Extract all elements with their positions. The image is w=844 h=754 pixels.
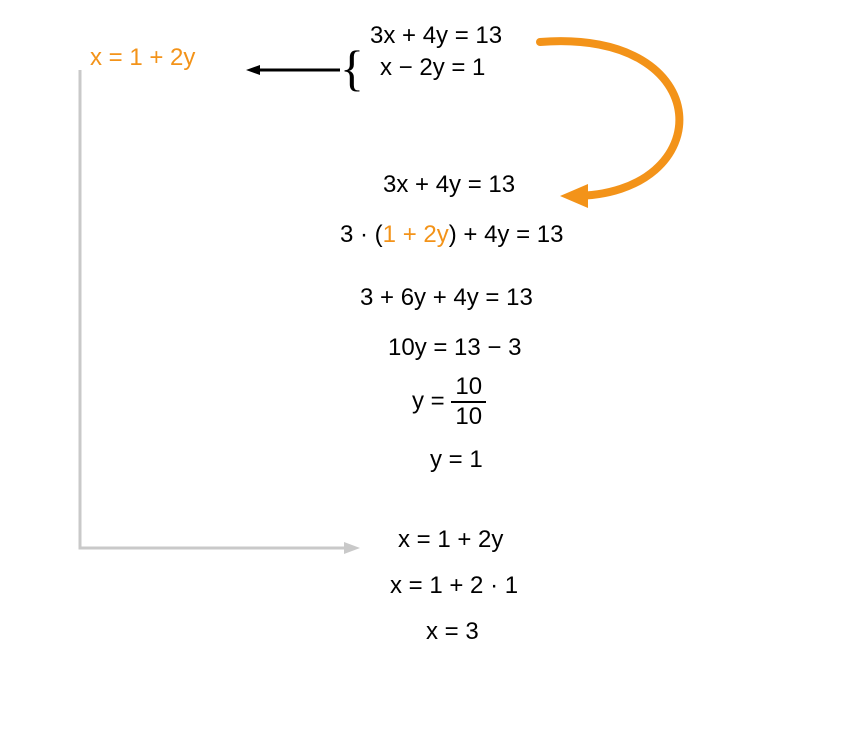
gray-flow-arrow	[80, 70, 360, 554]
step-2-pre: 3 · (	[340, 221, 383, 248]
step-4: 10y = 13 − 3	[388, 334, 521, 362]
system-eq-1: 3x + 4y = 13	[370, 22, 502, 50]
step-6: y = 1	[430, 446, 483, 474]
black-back-arrow	[246, 65, 340, 75]
fraction: 1010	[451, 375, 486, 429]
back-sub-2: x = 1 + 2 · 1	[390, 572, 518, 600]
isolated-x: x = 1 + 2y	[90, 44, 195, 72]
step-5-lhs: y =	[412, 387, 451, 414]
back-sub-3: x = 3	[426, 618, 479, 646]
orange-arc-arrow	[540, 41, 679, 208]
isolated-x-prefix: x =	[90, 44, 129, 71]
step-5: y = 1010	[412, 375, 486, 429]
step-2-post: ) + 4y = 13	[449, 221, 564, 248]
isolated-x-highlight: 1 + 2y	[129, 44, 195, 71]
step-3: 3 + 6y + 4y = 13	[360, 284, 533, 312]
fraction-numerator: 10	[451, 375, 486, 403]
step-1: 3x + 4y = 13	[383, 171, 515, 199]
step-2-substitution: 1 + 2y	[383, 221, 449, 248]
back-sub-1: x = 1 + 2y	[398, 526, 503, 554]
fraction-denominator: 10	[451, 403, 486, 429]
system-eq-2: x − 2y = 1	[380, 54, 485, 82]
step-2: 3 · (1 + 2y) + 4y = 13	[340, 221, 563, 249]
system-brace: {	[340, 39, 364, 97]
